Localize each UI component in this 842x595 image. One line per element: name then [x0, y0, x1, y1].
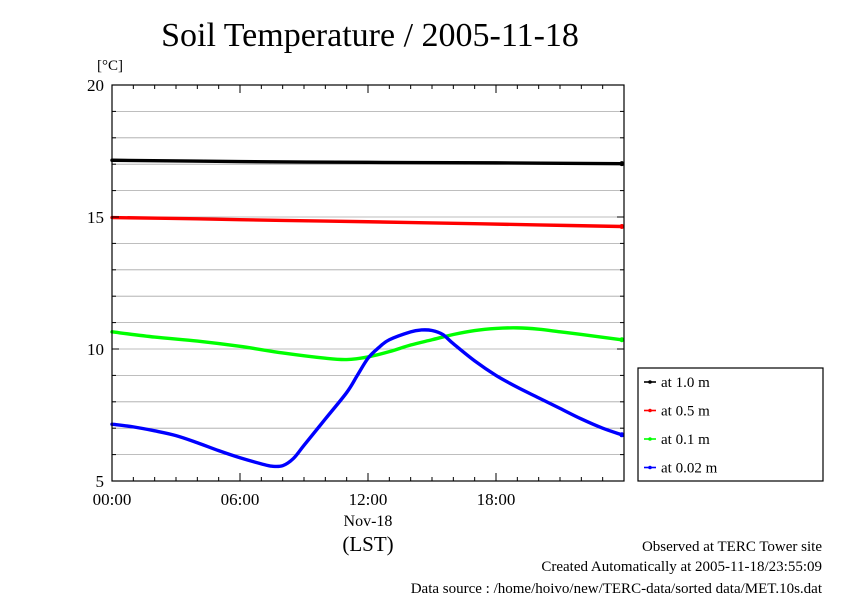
- series-line-2: [110, 215, 624, 229]
- legend-swatch-marker: [648, 437, 652, 441]
- footer-created-note: Created Automatically at 2005-11-18/23:5…: [541, 559, 822, 575]
- footer-data-source: Data source : /home/hoivo/new/TERC-data/…: [411, 581, 823, 595]
- series-end-marker: [619, 337, 625, 343]
- y-tick-label: 20: [87, 76, 104, 95]
- date-label: Nov-18: [344, 513, 393, 530]
- series-line-1: [110, 158, 624, 166]
- legend-swatch-marker: [648, 465, 652, 470]
- y-axis-unit-label: [°C]: [97, 58, 123, 74]
- legend-swatch-marker: [648, 380, 652, 384]
- x-tick-label: 00:00: [93, 490, 132, 509]
- x-axis: 00:00 06:00 12:00 18:00: [93, 85, 604, 509]
- legend-swatch-marker: [648, 408, 652, 413]
- legend-label: at 1.0 m: [661, 375, 710, 391]
- x-tick-label: 12:00: [349, 490, 388, 509]
- series-end-marker: [619, 224, 625, 230]
- legend: at 1.0 m at 0.5 m at 0.1 m at 0.02 m: [637, 367, 824, 482]
- legend-label: at 0.02 m: [661, 461, 718, 477]
- legend-box: [637, 367, 824, 482]
- series-line-4: [110, 328, 624, 469]
- y-axis: 5 10 15 20: [87, 76, 624, 491]
- chart-title: Soil Temperature / 2005-11-18: [161, 17, 579, 54]
- plot-frame: [111, 84, 625, 482]
- series-end-marker: [619, 161, 625, 167]
- legend-label: at 0.5 m: [661, 404, 710, 420]
- x-tick-label: 18:00: [477, 490, 516, 509]
- legend-label: at 0.1 m: [661, 432, 710, 448]
- y-tick-label: 5: [96, 472, 105, 491]
- series-line-3: [110, 326, 624, 362]
- x-tick-label: 06:00: [221, 490, 260, 509]
- grid-lines: [112, 111, 624, 456]
- series-lines: [110, 158, 625, 469]
- footer-site-note: Observed at TERC Tower site: [642, 539, 822, 555]
- y-tick-label: 15: [87, 208, 104, 227]
- series-end-marker: [619, 432, 625, 438]
- x-axis-label: (LST): [342, 532, 393, 556]
- y-tick-label: 10: [87, 340, 104, 359]
